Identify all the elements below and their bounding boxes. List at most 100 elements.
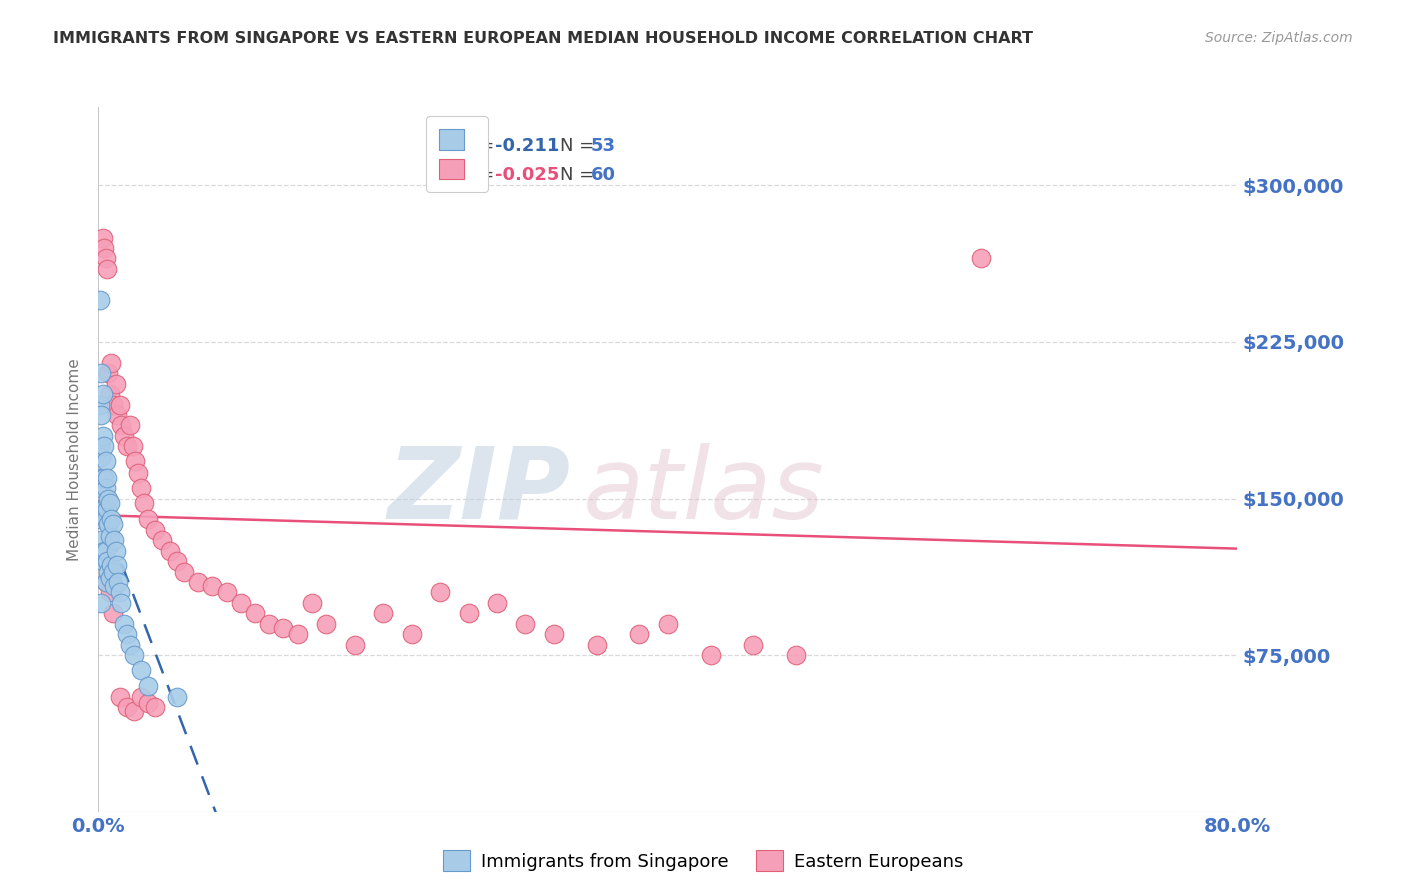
Point	[315, 616, 337, 631]
Point	[98, 585, 121, 599]
Point	[93, 470, 115, 484]
Point	[145, 700, 167, 714]
Point	[91, 230, 114, 244]
Point	[97, 366, 120, 380]
Point	[166, 554, 188, 568]
Point	[112, 616, 135, 631]
Point	[543, 627, 565, 641]
Text: ZIP: ZIP	[388, 442, 571, 540]
Text: -0.211: -0.211	[495, 136, 560, 154]
Point	[90, 408, 112, 422]
Point	[104, 376, 127, 391]
Point	[101, 398, 124, 412]
Point	[136, 512, 159, 526]
Point	[259, 616, 281, 631]
Point	[145, 523, 167, 537]
Point	[91, 502, 114, 516]
Point	[94, 543, 117, 558]
Point	[159, 543, 181, 558]
Point	[129, 481, 152, 495]
Point	[112, 429, 135, 443]
Point	[215, 585, 238, 599]
Point	[486, 596, 509, 610]
Point	[94, 252, 117, 266]
Point	[110, 418, 132, 433]
Point	[94, 512, 117, 526]
Point	[124, 454, 146, 468]
Point	[101, 607, 124, 621]
Point	[89, 512, 111, 526]
Text: atlas: atlas	[582, 442, 824, 540]
Point	[273, 621, 295, 635]
Text: Source: ZipAtlas.com: Source: ZipAtlas.com	[1205, 31, 1353, 45]
Point	[97, 516, 120, 531]
Point	[98, 496, 121, 510]
Point	[585, 638, 607, 652]
Point	[105, 558, 128, 573]
Point	[699, 648, 721, 662]
Point	[457, 607, 479, 621]
Text: IMMIGRANTS FROM SINGAPORE VS EASTERN EUROPEAN MEDIAN HOUSEHOLD INCOME CORRELATIO: IMMIGRANTS FROM SINGAPORE VS EASTERN EUR…	[53, 31, 1033, 46]
Point	[515, 616, 537, 631]
Point	[429, 585, 451, 599]
Point	[89, 470, 111, 484]
Point	[94, 481, 117, 495]
Point	[785, 648, 807, 662]
Point	[243, 607, 266, 621]
Point	[90, 533, 112, 548]
Point	[94, 454, 117, 468]
Text: 60: 60	[591, 166, 616, 185]
Point	[89, 293, 111, 308]
Point	[657, 616, 679, 631]
Point	[100, 512, 122, 526]
Point	[90, 450, 112, 464]
Point	[287, 627, 309, 641]
Point	[94, 575, 117, 590]
Point	[115, 439, 138, 453]
Legend: , : ,	[426, 116, 488, 192]
Point	[107, 575, 129, 590]
Point	[166, 690, 188, 704]
Point	[301, 596, 323, 610]
Point	[173, 565, 195, 579]
Point	[101, 516, 124, 531]
Point	[105, 408, 128, 422]
Point	[108, 690, 131, 704]
Text: R =: R =	[461, 166, 499, 185]
Point	[970, 252, 993, 266]
Point	[742, 638, 765, 652]
Point	[628, 627, 651, 641]
Text: -0.025: -0.025	[495, 166, 560, 185]
Point	[101, 565, 124, 579]
Point	[100, 356, 122, 370]
Legend: Immigrants from Singapore, Eastern Europeans: Immigrants from Singapore, Eastern Europ…	[436, 843, 970, 879]
Point	[96, 470, 118, 484]
Point	[108, 585, 131, 599]
Point	[89, 398, 111, 412]
Point	[103, 533, 125, 548]
Point	[129, 663, 152, 677]
Point	[401, 627, 423, 641]
Text: 53: 53	[591, 136, 616, 154]
Point	[127, 467, 149, 481]
Point	[90, 366, 112, 380]
Point	[136, 680, 159, 694]
Point	[115, 627, 138, 641]
Point	[93, 543, 115, 558]
Point	[90, 481, 112, 495]
Point	[201, 579, 224, 593]
Point	[129, 690, 152, 704]
Point	[343, 638, 366, 652]
Point	[187, 575, 209, 590]
Point	[136, 696, 159, 710]
Point	[118, 418, 141, 433]
Point	[90, 596, 112, 610]
Point	[118, 638, 141, 652]
Point	[97, 491, 120, 506]
Point	[108, 398, 131, 412]
Point	[103, 579, 125, 593]
Point	[96, 261, 118, 276]
Point	[104, 543, 127, 558]
Point	[90, 502, 112, 516]
Point	[89, 439, 111, 453]
